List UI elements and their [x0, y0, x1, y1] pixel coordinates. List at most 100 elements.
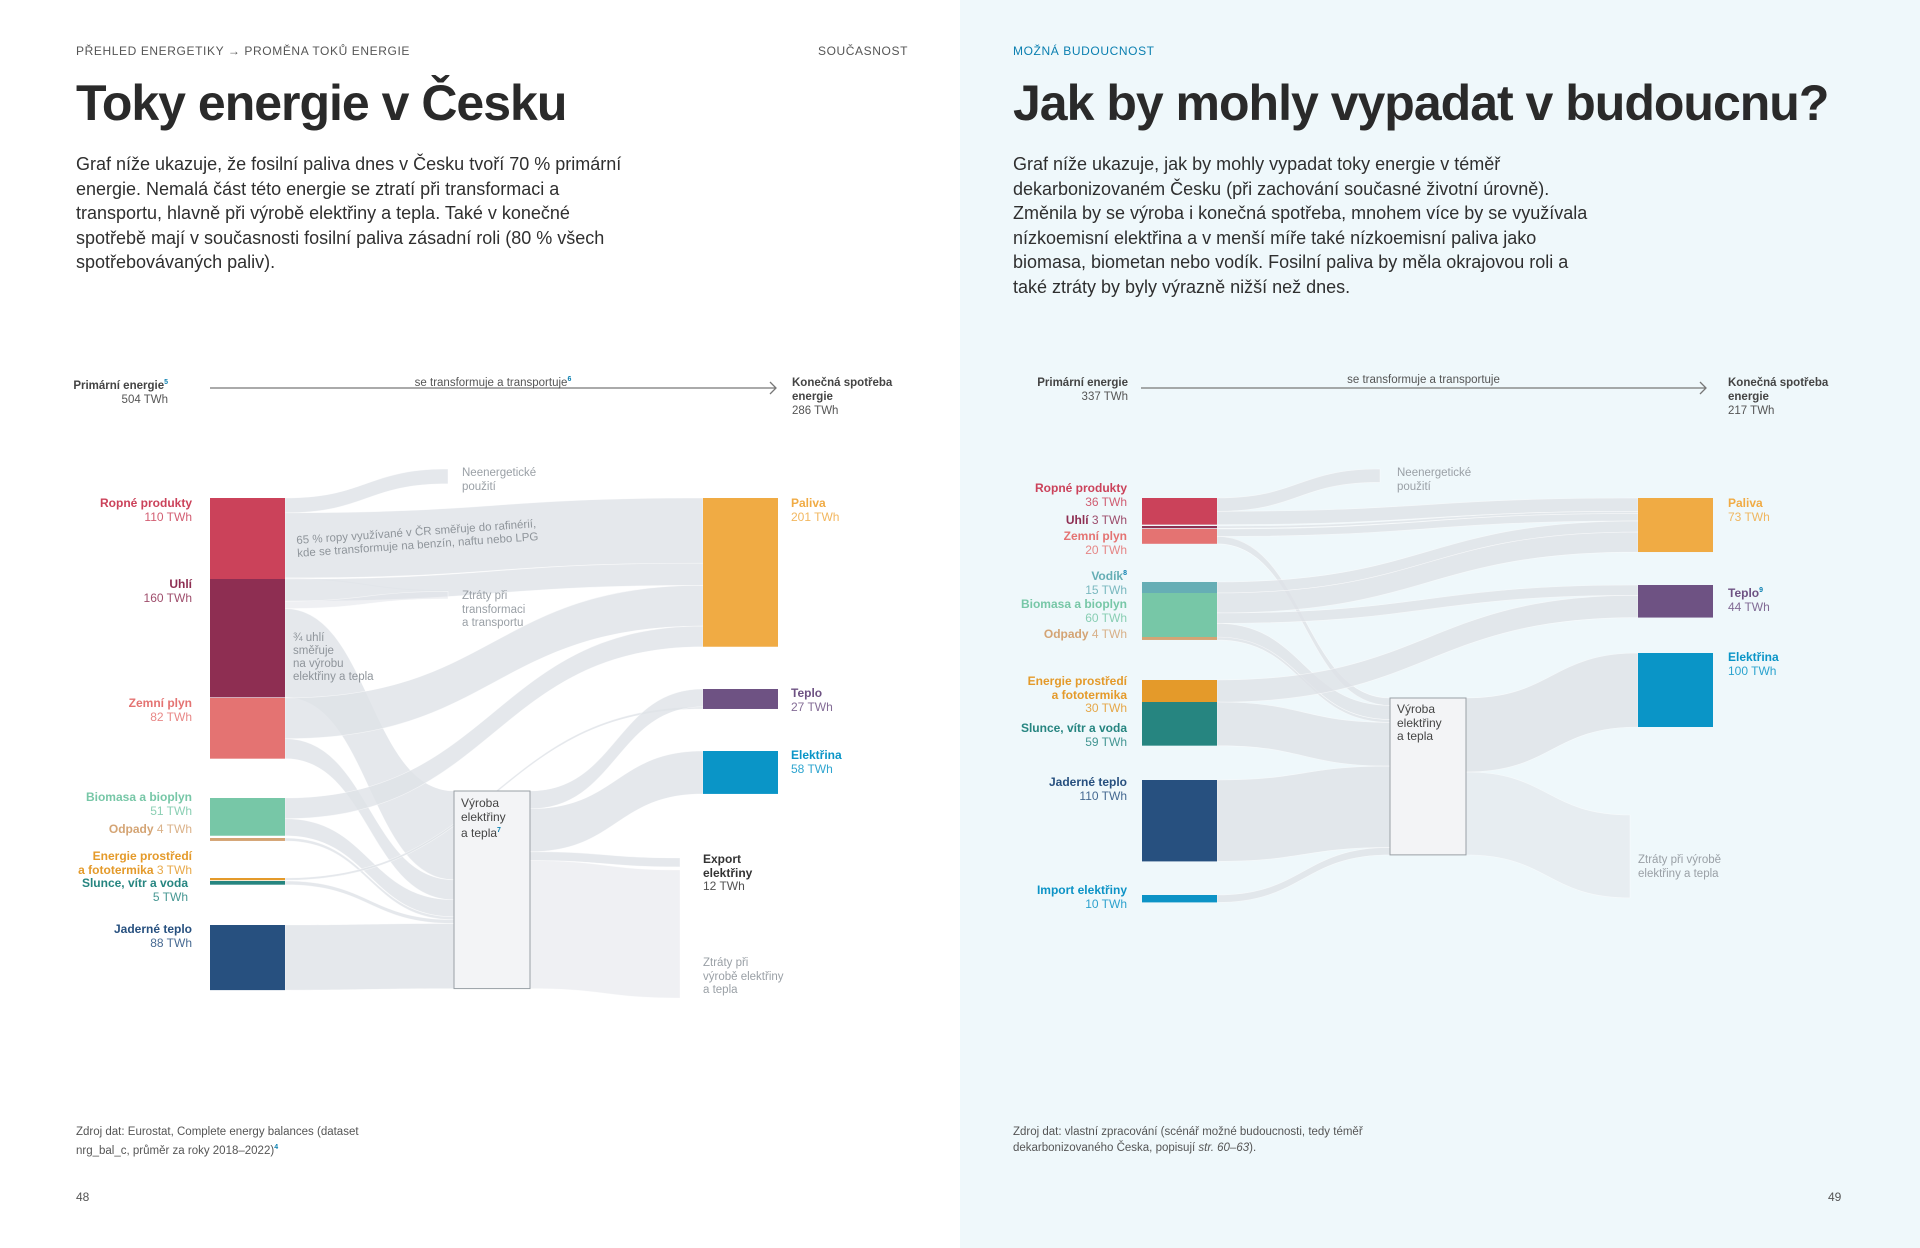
node-value: 44 TWh — [1728, 599, 1770, 614]
label-elek: Elektřina 58 TWh — [791, 748, 842, 776]
section-label: SOUČASNOST — [817, 44, 908, 58]
arrow-head-icon — [769, 381, 777, 395]
node-ropne — [1142, 498, 1217, 525]
flow-jadro-to-vyroba — [284, 923, 455, 991]
node-value: 27 TWh — [791, 699, 833, 714]
breadcrumb: PŘEHLED ENERGETIKY → PROMĚNA TOKŮ ENERGI… — [76, 44, 411, 58]
final-energy-header: Konečná spotřeba energie 217 TWh — [1728, 376, 1838, 418]
transform-header: se transformuje a transportuje — [1141, 373, 1706, 387]
label-odpady: Odpady 4 TWh — [22, 822, 192, 837]
label-slunce: Slunce, vítr a voda 5 TWh — [18, 876, 188, 904]
node-ropne — [210, 498, 285, 580]
node-name: Energie prostředí a fototermika — [78, 849, 192, 877]
sankey-flows — [1216, 468, 1639, 903]
node-name: Slunce, vítr a voda — [81, 876, 188, 890]
node-paliva — [703, 498, 778, 647]
label-ztrT: Ztráty při transformaci a transportu — [462, 590, 525, 631]
node-name: Ztráty při transformaci a transportu — [462, 590, 526, 629]
flow-vyroba-to-ztrV — [529, 860, 681, 999]
flow-vyroba-to-ztrV — [1465, 771, 1631, 899]
node-vyroba — [1389, 697, 1467, 856]
node-name: Paliva — [791, 496, 826, 510]
node-value: 82 TWh — [150, 709, 192, 724]
flow-ropne-to-neen — [284, 468, 449, 514]
node-name: Uhlí — [169, 577, 192, 591]
footnote-ref: 4 — [274, 1144, 279, 1151]
footnote-ref: 9 — [1759, 587, 1764, 594]
label-bio: Biomasa a bioplyn 51 TWh — [22, 790, 192, 818]
node-value: 4 TWh — [1091, 627, 1127, 641]
node-name: Jaderné teplo — [113, 922, 192, 936]
node-value: 110 TWh — [144, 509, 192, 524]
node-name: Biomasa a bioplyn — [1020, 597, 1127, 611]
node-name: Výroba elektřiny a tepla — [1397, 702, 1442, 743]
source-text: Zdroj dat: vlastní zpracování (scénář mo… — [1013, 1126, 1363, 1154]
page-left: PŘEHLED ENERGETIKY → PROMĚNA TOKŮ ENERGI… — [76, 44, 908, 1204]
label-vyroba: Výroba elektřiny a tepla — [1397, 702, 1442, 744]
label-plyn: Zemní plyn 20 TWh — [957, 529, 1127, 557]
node-value: 58 TWh — [791, 761, 833, 776]
label-ztrV: Ztráty při výrobě elektřiny a tepla — [703, 957, 784, 998]
node-value: 160 TWh — [143, 590, 192, 605]
node-name: Vodík — [1091, 569, 1124, 583]
label-elek: Elektřina 100 TWh — [1728, 650, 1779, 678]
final-value: 217 TWh — [1728, 405, 1775, 417]
final-label: Konečná spotřeba energie — [1728, 377, 1829, 403]
source-end: ). — [1249, 1142, 1257, 1154]
label-jadro: Jaderné teplo 110 TWh — [957, 775, 1127, 803]
node-slunce — [1142, 702, 1217, 746]
node-name: Elektřina — [791, 748, 842, 762]
transform-label: se transformuje a transportuje — [1347, 374, 1500, 386]
page-ref: str. 60–63 — [1198, 1142, 1250, 1154]
label-prostredi: Energie prostředí a fototermika 30 TWh — [957, 674, 1127, 716]
label-neen: Neenergetické použití — [462, 467, 536, 494]
node-value: 5 TWh — [152, 889, 188, 904]
node-name: Výroba elektřiny a tepla — [461, 796, 506, 840]
transform-label: se transformuje a transportuje — [414, 376, 568, 389]
node-name: Energie prostředí a fototermika — [1027, 674, 1127, 702]
flow-jadro-to-vyroba — [1216, 765, 1391, 862]
node-value: 4 TWh — [156, 822, 192, 836]
node-uhli — [210, 579, 285, 698]
node-value: 12 TWh — [703, 879, 745, 893]
node-name: Ztráty při výrobě elektřiny a tepla — [703, 957, 784, 996]
node-name: Elektřina — [1728, 650, 1779, 664]
footnote-ref: 8 — [1123, 570, 1127, 577]
node-name: Neenergetické použití — [462, 467, 537, 493]
node-name: Uhlí — [1065, 513, 1089, 527]
label-vyroba: Výroba elektřiny a tepla7 — [461, 796, 506, 841]
node-value: 201 TWh — [791, 509, 840, 524]
arrow-head-icon — [1699, 381, 1707, 395]
node-name: Import elektřiny — [1036, 883, 1127, 897]
node-vyroba — [453, 790, 531, 990]
node-value: 73 TWh — [1728, 509, 1770, 524]
node-name: Jaderné teplo — [1048, 775, 1127, 789]
breadcrumb: MOŽNÁ BUDOUCNOST — [1013, 44, 1155, 58]
node-name: Odpady — [108, 822, 154, 836]
flow-vyroba-to-export — [529, 851, 681, 868]
node-value: 110 TWh — [1079, 788, 1127, 803]
node-value: 59 TWh — [1085, 734, 1127, 749]
node-value: 10 TWh — [1085, 896, 1127, 911]
page-title: Jak by mohly vypadat v budoucnu? — [1013, 75, 1829, 131]
page-right: MOŽNÁ BUDOUCNOST Jak by mohly vypadat v … — [960, 0, 1920, 1248]
label-neen: Neenergetické použití — [1397, 467, 1471, 494]
label-odpady: Odpady 4 TWh — [957, 627, 1127, 642]
lead-paragraph: Graf níže ukazuje, že fosilní paliva dne… — [76, 154, 622, 272]
label-export: Export elektřiny 12 TWh — [703, 852, 752, 894]
node-paliva — [1638, 498, 1713, 553]
node-prostredi — [210, 878, 285, 881]
node-name: Biomasa a bioplyn — [85, 790, 192, 804]
label-slunce: Slunce, vítr a voda 59 TWh — [957, 721, 1127, 749]
node-slunce — [210, 881, 285, 885]
node-value: 20 TWh — [1085, 542, 1127, 557]
node-value: 60 TWh — [1085, 610, 1127, 625]
node-prostredi — [1142, 680, 1217, 703]
page-number: 49 — [1828, 1190, 1842, 1204]
node-vodik — [1142, 582, 1217, 594]
node-name: Neenergetické použití — [1397, 467, 1472, 493]
label-uhli: Uhlí 160 TWh — [22, 577, 192, 605]
flow-vyroba-to-elek — [1465, 652, 1639, 773]
node-name: Ropné produkty — [100, 496, 192, 510]
label-ztrV: Ztráty při výrobě elektřiny a tepla — [1638, 854, 1721, 881]
